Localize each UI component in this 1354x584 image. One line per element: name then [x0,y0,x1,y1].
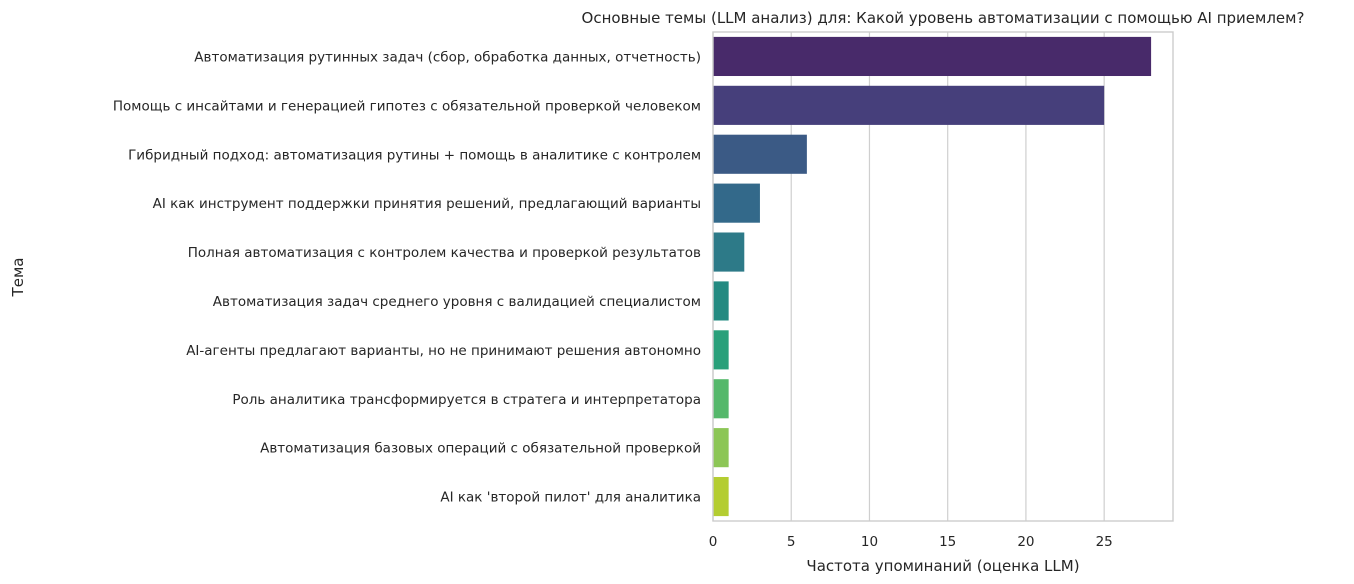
bar [713,134,807,174]
chart-title: Основные темы (LLM анализ) для: Какой ур… [582,9,1305,27]
bar [713,36,1152,77]
x-tick-label: 25 [1096,534,1113,550]
bars [713,36,1152,517]
x-tick-label: 0 [709,534,718,550]
y-tick-label: Помощь с инсайтами и генерацией гипотез … [113,98,701,114]
x-tick-labels: 0 5 10 15 20 25 [709,534,1113,550]
y-tick-label: Гибридный подход: автоматизация рутины +… [128,147,701,163]
plot-frame [712,31,1174,522]
y-tick-labels: Автоматизация рутинных задач (сбор, обра… [113,49,701,505]
bar [713,428,729,468]
bar [713,476,729,517]
x-tick-label: 15 [939,534,956,550]
bar [713,330,729,370]
y-tick-label: AI-агенты предлагают варианты, но не при… [186,343,701,359]
bar [713,183,760,223]
y-tick-label: Полная автоматизация с контролем качеств… [188,245,701,261]
x-axis-label: Частота упоминаний (оценка LLM) [806,557,1079,575]
y-tick-label: Автоматизация рутинных задач (сбор, обра… [194,49,701,65]
bar [713,232,745,272]
bar [713,85,1105,125]
y-tick-label: Автоматизация задач среднего уровня с ва… [213,294,701,310]
x-tick-label: 5 [787,534,796,550]
x-tick-label: 10 [861,534,878,550]
y-tick-label: Роль аналитика трансформируется в страте… [232,392,701,408]
y-axis-label: Тема [9,258,27,298]
bar [713,379,729,419]
y-tick-label: AI как инструмент поддержки принятия реш… [153,196,701,212]
x-tick-label: 20 [1017,534,1034,550]
bar [713,281,729,321]
y-tick-label: AI как 'второй пилот' для аналитика [440,490,701,506]
y-tick-label: Автоматизация базовых операций с обязате… [260,441,701,457]
